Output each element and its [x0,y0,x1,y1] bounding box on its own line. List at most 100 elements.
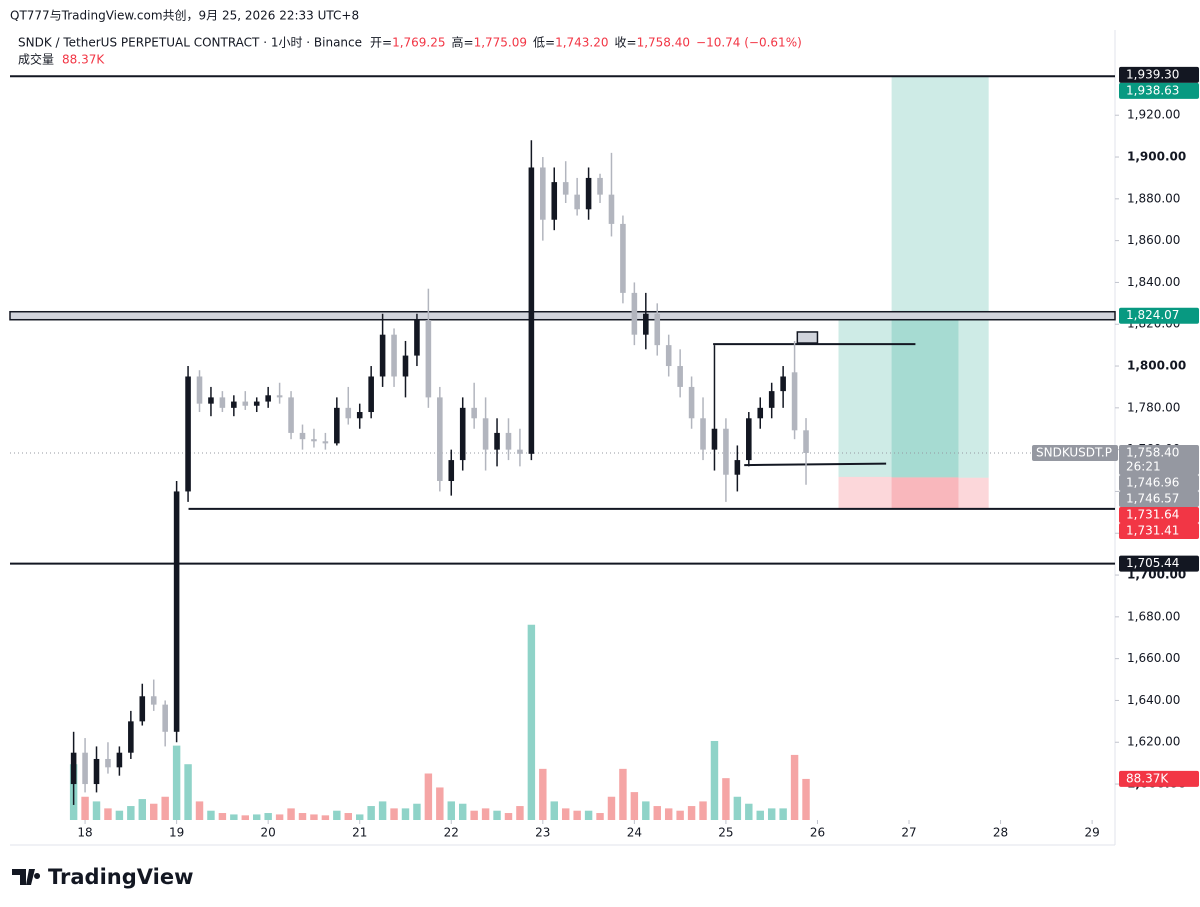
ohlc-value: 1,758.40 [637,36,690,50]
x-tick-label: 26 [810,826,825,840]
y-tick-label: 1,880.00 [1127,191,1180,205]
candle-body [631,292,638,335]
price-label: 1,731.64 [1126,507,1179,521]
volume-bar [424,773,433,820]
y-tick-label: 1,860.00 [1127,233,1180,247]
price-label-bg [1119,307,1199,324]
volume-bar [138,799,147,820]
ohlc-value: 1,775.09 [474,36,527,50]
candle-body [791,372,798,431]
volume-bar [253,814,261,820]
candle-body [265,395,271,402]
ohlc-value: 1,743.20 [555,36,608,50]
level-band [9,310,1116,321]
x-tick-label: 25 [718,826,733,840]
volume-bar [767,808,776,820]
candle-body [425,320,432,398]
volume-bar [596,813,604,820]
candle-body [494,432,500,450]
x-tick-label: 29 [1084,826,1099,840]
brand: TradingView [48,865,193,889]
volume-value: 88.37K [62,53,105,67]
y-tick-label: 1,780.00 [1127,400,1180,414]
volume-title: 成交量 [18,52,54,67]
candle-body [551,182,558,220]
volume-bar [264,813,272,820]
price-label-bg [1119,474,1199,491]
candle-body [322,441,329,444]
volume-bar [104,808,112,820]
volume-bar [390,808,398,820]
volume-bar [493,810,501,820]
candle-body [379,334,386,377]
candle-body [597,177,603,195]
volume-bar [447,801,455,820]
x-tick-label: 23 [535,826,550,840]
candle-body [196,376,203,404]
candle-body [391,334,397,377]
volume-bar [619,768,627,820]
volume-bar [790,754,799,820]
price-label: 1,746.57 [1126,491,1179,505]
ohlc-key: 开= [370,36,392,50]
change: −10.74 (−0.61%) [696,36,802,50]
candle-body [311,439,317,442]
volume-bar [756,810,764,820]
candle-body [414,320,420,356]
candle-body [757,407,764,419]
volume-bar [504,813,513,820]
candle-body [803,430,809,453]
volume-bar [710,740,719,820]
candle-body [368,376,374,413]
volume-bar [539,768,547,820]
candle-body [482,418,489,450]
ohlc-key: 收= [615,36,637,50]
volume-bar [401,808,410,820]
volume-label-bg [1119,770,1199,787]
volume-bar [481,808,490,820]
candle-body [700,418,706,450]
x-tick-label: 21 [352,826,367,840]
volume-bar [653,806,661,820]
volume-bar [664,808,673,820]
candle-body [82,752,88,785]
volume-bar [310,814,318,820]
candle-body [711,428,718,450]
volume-bar [642,801,650,820]
candle-body [734,460,741,475]
candle-body [231,401,237,408]
volume-bar [550,801,558,820]
ohlc-value: 1,769.25 [392,36,445,50]
loss-zone [838,476,959,509]
trend-line [744,462,887,467]
candle-body [345,407,352,419]
volume-bar [81,796,89,820]
candle-body [585,177,592,210]
candle-body [471,407,477,419]
candle-body [665,345,672,367]
candle-body [185,376,191,492]
volume-bar [321,815,330,820]
volume-bar [516,806,524,820]
candle-body [299,432,306,440]
candle-body [643,313,649,335]
candle-body [139,696,146,722]
x-tick-label: 20 [261,826,276,840]
volume-bar [687,806,696,820]
volume-bar [184,764,192,820]
profit-zone [838,315,959,477]
countdown: 26:21 [1126,459,1161,473]
volume-bar [207,810,215,820]
volume-bar [127,806,135,820]
price-label: 1,938.63 [1126,83,1179,97]
y-tick-label: 1,920.00 [1127,108,1180,122]
y-tick-label: 1,680.00 [1127,609,1180,623]
symbol: SNDK / TetherUS PERPETUAL CONTRACT · 1小时… [18,36,362,50]
volume-bar [745,803,753,820]
y-tick-label: 1,800.00 [1127,359,1186,373]
candle-body [768,391,775,408]
candle-body [173,491,180,732]
price-label: 1,824.07 [1126,308,1179,322]
volume-bar [195,801,204,820]
